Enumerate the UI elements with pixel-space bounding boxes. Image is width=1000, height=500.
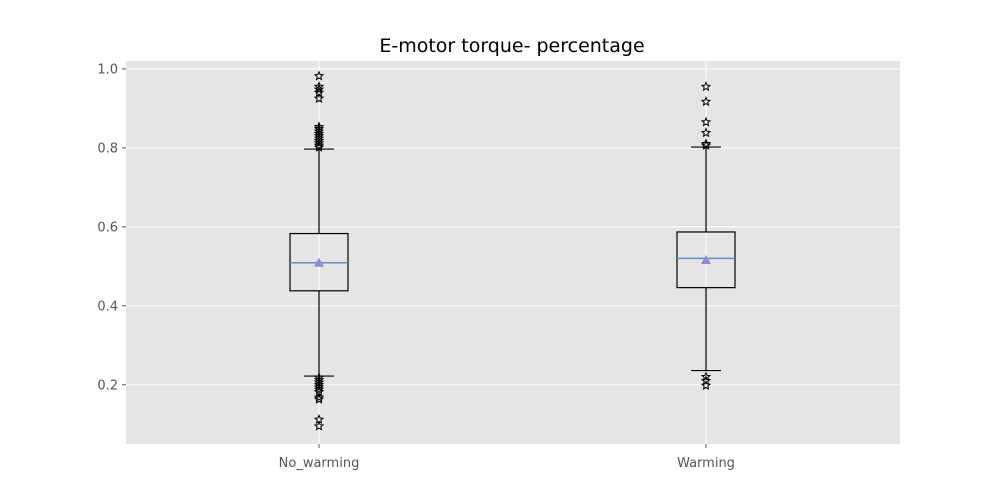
- outlier-point: [700, 140, 712, 150]
- outlier-point: [700, 375, 712, 386]
- chart-title: E-motor torque- percentage: [379, 35, 644, 57]
- outlier-point: [313, 137, 325, 148]
- outlier-point: [313, 83, 325, 94]
- outlier-point: [700, 138, 712, 149]
- outlier-point: [700, 96, 712, 107]
- mean-marker: [314, 257, 324, 267]
- outlier-point: [313, 384, 325, 394]
- mean-marker: [701, 255, 711, 265]
- outlier-point: [313, 93, 325, 103]
- box-group: [676, 81, 736, 391]
- box-series: [289, 70, 736, 431]
- outlier-point: [313, 391, 325, 402]
- y-tick-label: 0.6: [97, 220, 118, 235]
- outlier-point: [700, 380, 712, 391]
- x-tick-label: Warming: [677, 456, 735, 471]
- outlier-point: [313, 140, 325, 150]
- outlier-point: [313, 70, 325, 81]
- outlier-point: [313, 141, 325, 152]
- outlier-point: [313, 393, 325, 404]
- outlier-point: [313, 381, 325, 392]
- plot-area: [126, 61, 900, 444]
- y-tick-label: 0.2: [97, 378, 118, 393]
- y-axis-ticks: 0.2 0.4 0.6 0.8 1.0: [97, 62, 126, 393]
- outlier-point: [700, 127, 712, 138]
- box-group: [289, 70, 349, 431]
- iqr-box: [676, 231, 736, 289]
- outlier-point: [700, 371, 712, 382]
- y-tick-label: 1.0: [97, 62, 118, 77]
- outlier-point: [700, 81, 712, 92]
- x-axis-ticks: No_warming Warming: [279, 444, 735, 471]
- outlier-point: [700, 116, 712, 127]
- y-tick-label: 0.4: [97, 299, 118, 314]
- x-tick-label: No_warming: [279, 456, 360, 471]
- outlier-point: [313, 420, 325, 431]
- y-tick-label: 0.8: [97, 141, 118, 156]
